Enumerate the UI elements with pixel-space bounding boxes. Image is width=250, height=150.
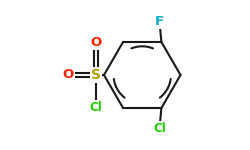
Text: Cl: Cl (90, 101, 102, 114)
Text: F: F (155, 15, 164, 28)
Text: S: S (91, 68, 101, 82)
Text: Cl: Cl (153, 122, 166, 135)
Text: O: O (62, 69, 74, 81)
Text: O: O (90, 36, 102, 49)
